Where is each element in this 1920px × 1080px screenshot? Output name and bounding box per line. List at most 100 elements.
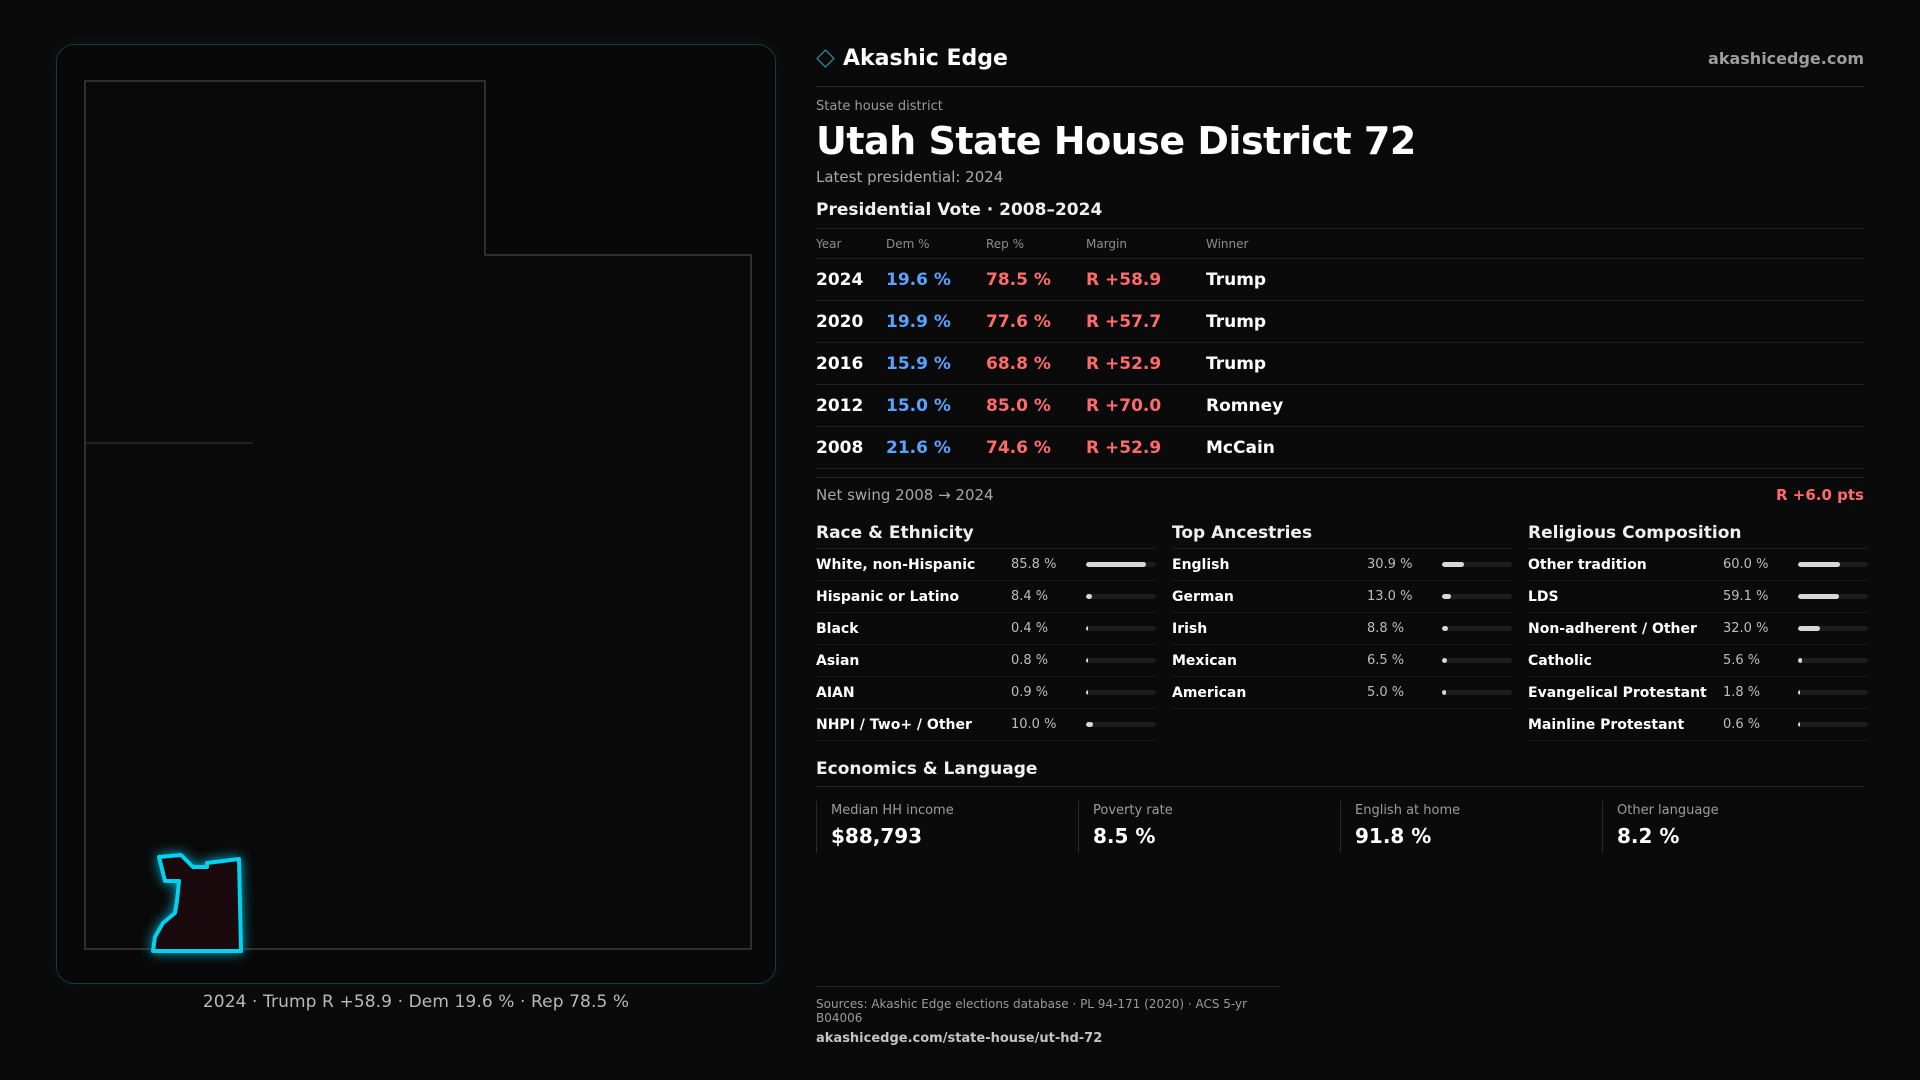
cell-margin: R +52.9	[1086, 342, 1206, 385]
cell-winner: Trump	[1206, 342, 1864, 385]
cell-winner: Trump	[1206, 300, 1864, 343]
item-value: 0.6 %	[1723, 717, 1761, 732]
bar-track	[1442, 562, 1512, 567]
item-value: 59.1 %	[1723, 589, 1769, 604]
page-subtitle: Latest presidential: 2024	[816, 168, 1004, 186]
item-value: 10.0 %	[1011, 717, 1057, 732]
list-item: Other tradition 60.0 %	[1528, 549, 1868, 581]
bar-fill	[1798, 626, 1821, 631]
bar-track	[1086, 690, 1156, 695]
list-item: Catholic 5.6 %	[1528, 645, 1868, 677]
cell-rep: 77.6 %	[986, 300, 1086, 343]
page-title: Utah State House District 72	[816, 119, 1416, 163]
item-label: AIAN	[816, 684, 855, 701]
list-item: German 13.0 %	[1172, 581, 1512, 613]
table-row: 2012 15.0 % 85.0 % R +70.0 Romney	[816, 384, 1864, 427]
brand-name: Akashic Edge	[843, 45, 1008, 71]
cell-year: 2016	[816, 342, 886, 385]
item-label: Asian	[816, 652, 860, 669]
item-label: German	[1172, 588, 1234, 605]
sources-text: Sources: Akashic Edge elections database…	[816, 997, 1248, 1025]
stat-card-other-language: Other language 8.2 %	[1602, 801, 1864, 853]
table-row: 2008 21.6 % 74.6 % R +52.9 McCain	[816, 426, 1864, 469]
col-dem: Dem %	[886, 228, 986, 259]
cell-dem: 19.9 %	[886, 300, 986, 343]
cell-year: 2020	[816, 300, 886, 343]
stat-value: 8.2 %	[1617, 824, 1680, 848]
swing-label: Net swing 2008 → 2024	[816, 485, 994, 504]
bar-track	[1442, 658, 1512, 663]
bar-track	[1086, 722, 1156, 727]
item-value: 30.9 %	[1367, 557, 1413, 572]
ancestry-column: Top Ancestries English 30.9 % German 13.…	[1172, 517, 1512, 741]
col-winner: Winner	[1206, 228, 1864, 259]
list-item: Mainline Protestant 0.6 %	[1528, 709, 1868, 741]
source-link[interactable]: akashicedge.com/state-house/ut-hd-72	[816, 1031, 1103, 1046]
cell-rep: 78.5 %	[986, 258, 1086, 301]
sources-footer: Sources: Akashic Edge elections database…	[816, 986, 1280, 1046]
list-item: Mexican 6.5 %	[1172, 645, 1512, 677]
bar-track	[1798, 626, 1868, 631]
bar-track	[1798, 594, 1868, 599]
table-row: 2016 15.9 % 68.8 % R +52.9 Trump	[816, 342, 1864, 385]
econ-cards: Median HH income $88,793 Poverty rate 8.…	[816, 801, 1864, 853]
list-item: Black 0.4 %	[816, 613, 1156, 645]
cell-dem: 15.9 %	[886, 342, 986, 385]
bar-fill	[1798, 562, 1840, 567]
district-shape[interactable]	[151, 853, 243, 953]
site-link[interactable]: akashicedge.com	[1708, 48, 1864, 68]
net-swing: Net swing 2008 → 2024 R +6.0 pts	[816, 477, 1864, 511]
item-label: Evangelical Protestant	[1528, 684, 1707, 701]
diamond-logo-icon	[816, 48, 835, 68]
stat-card-poverty: Poverty rate 8.5 %	[1078, 801, 1340, 853]
header-divider	[816, 86, 1864, 87]
cell-margin: R +57.7	[1086, 300, 1206, 343]
list-item: Asian 0.8 %	[816, 645, 1156, 677]
ancestry-title: Top Ancestries	[1172, 517, 1512, 549]
stat-label: Poverty rate	[1093, 803, 1173, 818]
religion-column: Religious Composition Other tradition 60…	[1528, 517, 1868, 741]
page-kicker: State house district	[816, 99, 943, 114]
bar-fill	[1086, 722, 1093, 727]
bar-fill	[1086, 658, 1089, 663]
cell-dem: 19.6 %	[886, 258, 986, 301]
vote-table-header: Year Dem % Rep % Margin Winner	[816, 228, 1864, 259]
bar-fill	[1798, 594, 1840, 599]
table-row: 2020 19.9 % 77.6 % R +57.7 Trump	[816, 300, 1864, 343]
item-value: 85.8 %	[1011, 557, 1057, 572]
item-label: Non-adherent / Other	[1528, 620, 1697, 637]
item-label: American	[1172, 684, 1247, 701]
cell-rep: 74.6 %	[986, 426, 1086, 469]
item-value: 0.9 %	[1011, 685, 1049, 700]
item-value: 5.6 %	[1723, 653, 1761, 668]
cell-rep: 85.0 %	[986, 384, 1086, 427]
item-value: 6.5 %	[1367, 653, 1405, 668]
bar-track	[1442, 690, 1512, 695]
list-item: Hispanic or Latino 8.4 %	[816, 581, 1156, 613]
col-margin: Margin	[1086, 228, 1206, 259]
list-item: LDS 59.1 %	[1528, 581, 1868, 613]
item-value: 32.0 %	[1723, 621, 1769, 636]
bar-track	[1798, 722, 1868, 727]
race-column: Race & Ethnicity White, non-Hispanic 85.…	[816, 517, 1156, 741]
bar-fill	[1086, 690, 1089, 695]
brand[interactable]: Akashic Edge	[816, 46, 1008, 71]
bar-fill	[1798, 690, 1801, 695]
list-item: Irish 8.8 %	[1172, 613, 1512, 645]
col-year: Year	[816, 228, 886, 259]
cell-year: 2012	[816, 384, 886, 427]
bar-fill	[1798, 658, 1802, 663]
item-label: English	[1172, 556, 1230, 573]
list-item: American 5.0 %	[1172, 677, 1512, 709]
econ-title: Economics & Language	[816, 751, 1864, 787]
bar-track	[1798, 690, 1868, 695]
cell-dem: 15.0 %	[886, 384, 986, 427]
stat-value: $88,793	[831, 824, 923, 848]
bar-fill	[1442, 562, 1464, 567]
item-value: 1.8 %	[1723, 685, 1761, 700]
swing-value: R +6.0 pts	[1776, 485, 1864, 504]
stat-card-english: English at home 91.8 %	[1340, 801, 1602, 853]
cell-margin: R +52.9	[1086, 426, 1206, 469]
bar-fill	[1086, 626, 1089, 631]
item-label: Irish	[1172, 620, 1208, 637]
